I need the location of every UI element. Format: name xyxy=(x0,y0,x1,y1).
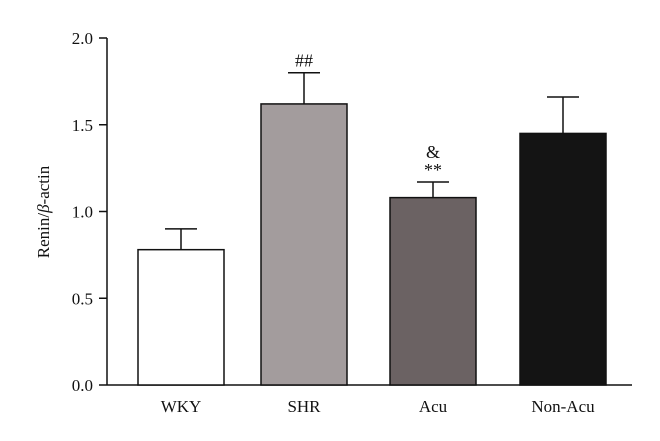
bar-acu xyxy=(389,196,477,386)
significance-marker: & xyxy=(426,142,440,162)
bar-wky xyxy=(137,248,225,386)
significance-marker: ## xyxy=(295,51,313,71)
y-axis-label: Renin/β-actin xyxy=(34,165,53,258)
y-tick-label: 0.0 xyxy=(72,376,93,395)
x-tick-label-shr: SHR xyxy=(287,397,321,416)
x-tick-label-non-acu: Non-Acu xyxy=(531,397,595,416)
y-ticks: 0.0 0.5 1.0 1.5 2.0 xyxy=(72,29,107,395)
x-tick-label-acu: Acu xyxy=(419,397,448,416)
x-tick-label-wky: WKY xyxy=(161,397,202,416)
bars xyxy=(137,103,607,386)
y-tick-label: 1.5 xyxy=(72,116,93,135)
annotations: ## &** xyxy=(295,51,442,180)
error-bars xyxy=(165,71,579,250)
y-tick-label: 2.0 xyxy=(72,29,93,48)
bar-shr xyxy=(260,103,348,386)
bar-non-acu xyxy=(519,132,607,386)
significance-marker: ** xyxy=(424,160,442,180)
y-axis-label-beta: β xyxy=(34,204,53,214)
y-axis-label-part-1: Renin/ xyxy=(34,213,53,259)
y-axis-label-part-3: -actin xyxy=(34,165,53,204)
y-tick-label: 0.5 xyxy=(72,289,93,308)
y-axis-label-text: Renin/β-actin xyxy=(34,165,53,258)
y-tick-label: 1.0 xyxy=(72,203,93,222)
x-tick-labels: WKY SHR Acu Non-Acu xyxy=(161,397,595,416)
